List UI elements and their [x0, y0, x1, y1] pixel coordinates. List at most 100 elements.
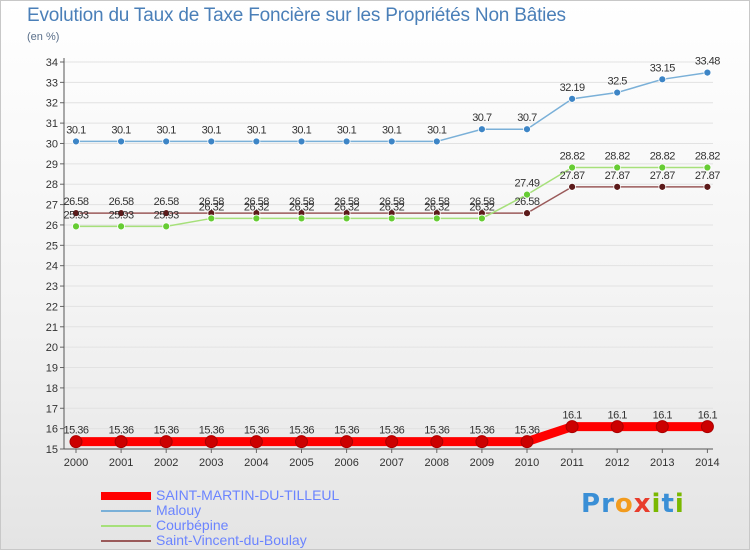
x-tick-label: 2011	[560, 457, 584, 469]
legend-item-courbepine[interactable]: Courbépine	[101, 517, 361, 533]
data-point	[568, 182, 576, 191]
data-label: 26.32	[334, 201, 359, 213]
data-point	[204, 435, 218, 449]
data-point	[658, 75, 667, 84]
data-point	[523, 125, 531, 134]
y-tick-label: 16	[46, 424, 58, 436]
data-label: 28.82	[605, 151, 630, 163]
legend-item-malouy[interactable]: Malouy	[101, 502, 361, 518]
y-tick-label: 30	[46, 138, 58, 150]
x-tick-label: 2014	[695, 457, 719, 469]
y-tick-label: 19	[46, 363, 58, 375]
legend-label: Saint-Vincent-du-Boulay	[156, 532, 307, 548]
data-label: 26.58	[379, 196, 404, 208]
x-tick-label: 2003	[199, 457, 223, 469]
proxiti-logo: Proxiti	[581, 489, 685, 519]
logo-letter: t	[661, 489, 675, 519]
data-point	[252, 214, 261, 223]
data-label: 33.15	[650, 62, 675, 74]
x-tick-label: 2013	[650, 457, 674, 469]
data-label: 27.87	[560, 170, 585, 182]
data-point	[432, 214, 441, 223]
data-label: 16.1	[607, 410, 627, 422]
y-tick-label: 29	[46, 159, 58, 171]
data-label: 33.48	[695, 56, 720, 68]
series-group	[69, 68, 714, 449]
data-label: 30.1	[337, 124, 357, 136]
data-label: 30.1	[292, 124, 312, 136]
data-point	[72, 222, 80, 231]
data-point	[700, 420, 714, 434]
data-point	[432, 137, 441, 146]
data-label: 16.1	[562, 410, 582, 422]
legend-swatch	[101, 492, 151, 500]
data-label: 28.82	[560, 151, 585, 163]
data-point	[114, 435, 128, 449]
data-point	[207, 214, 216, 223]
data-label: 16.1	[653, 410, 673, 422]
data-point	[523, 190, 531, 199]
x-tick-label: 2009	[470, 457, 494, 469]
data-point	[72, 209, 80, 218]
data-label: 26.58	[154, 196, 179, 208]
data-label: 30.1	[247, 124, 267, 136]
data-point	[342, 214, 351, 223]
data-point	[475, 435, 489, 449]
data-label: 27.49	[514, 178, 539, 190]
x-tick-label: 2002	[154, 457, 178, 469]
legend-label: Courbépine	[156, 517, 229, 533]
data-point	[117, 222, 125, 231]
data-point	[430, 435, 444, 449]
y-tick-label: 31	[46, 118, 58, 130]
data-point	[613, 163, 622, 172]
data-label: 30.1	[427, 124, 447, 136]
legend-item-saint-vincent-du-boulay[interactable]: Saint-Vincent-du-Boulay	[101, 532, 361, 548]
data-label: 26.32	[379, 201, 404, 213]
axes: 15 16 17 18 19 20 21 22 23 24 25 26 27 28 29 30 31 32 33 34…	[46, 57, 720, 469]
data-label: 30.7	[472, 112, 492, 124]
data-point	[117, 209, 125, 218]
data-label: 26.58	[469, 196, 494, 208]
data-label: 15.36	[63, 425, 88, 437]
y-tick-label: 27	[46, 200, 58, 212]
data-label: 26.32	[289, 201, 314, 213]
x-tick-label: 2001	[109, 457, 133, 469]
data-label: 15.36	[289, 425, 314, 437]
y-tick-label: 34	[46, 57, 58, 69]
data-label: 28.82	[650, 151, 675, 163]
data-label: 26.58	[199, 196, 224, 208]
y-tick-label: 18	[46, 383, 58, 395]
y-tick-label: 28	[46, 179, 58, 191]
data-point	[297, 137, 306, 146]
x-tick-label: 2010	[515, 457, 539, 469]
legend-swatch	[101, 510, 151, 512]
logo-letter: i	[674, 489, 685, 519]
legend-label: Malouy	[156, 502, 202, 518]
data-point	[162, 209, 171, 218]
data-label: 26.58	[334, 196, 359, 208]
y-tick-label: 20	[46, 342, 58, 354]
data-label: 27.87	[605, 170, 630, 182]
data-point	[703, 163, 712, 172]
legend-item-saint-martin-du-tilleul[interactable]: SAINT-MARTIN-DU-TILLEUL	[101, 487, 361, 503]
data-label: 32.19	[560, 82, 585, 94]
data-point	[520, 435, 534, 449]
data-label: 26.32	[199, 201, 224, 213]
data-point	[658, 163, 667, 172]
data-label: 26.32	[469, 201, 494, 213]
data-label: 30.1	[111, 124, 131, 136]
logo-letter: r	[601, 489, 615, 519]
data-point	[162, 137, 171, 146]
data-point	[117, 137, 125, 146]
data-label: 27.87	[695, 170, 720, 182]
data-point	[249, 435, 263, 449]
data-label: 15.36	[469, 425, 494, 437]
data-label: 30.1	[202, 124, 222, 136]
data-point	[387, 214, 396, 223]
data-label: 15.36	[244, 425, 269, 437]
y-tick-label: 22	[46, 301, 58, 313]
data-label: 30.1	[156, 124, 176, 136]
data-point	[295, 435, 308, 449]
data-point	[613, 182, 622, 191]
